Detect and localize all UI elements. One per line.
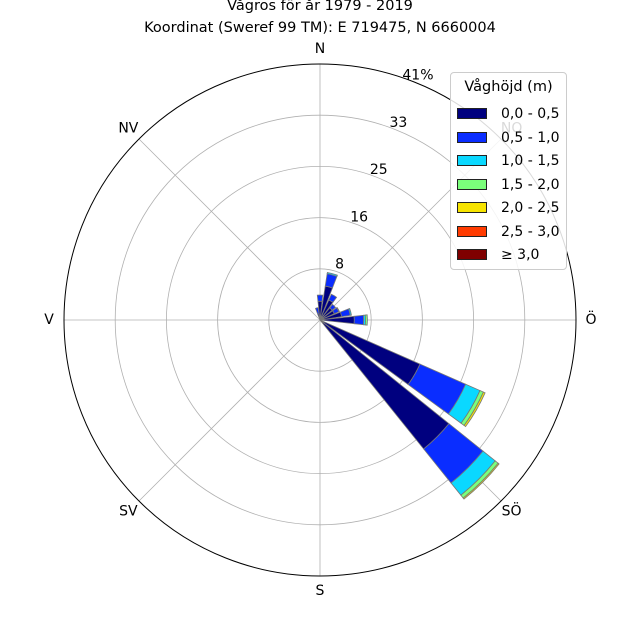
rose-bar-segment [336, 306, 340, 313]
legend-swatch [457, 131, 487, 143]
legend-item: 2,5 - 3,0 [457, 223, 565, 241]
rose-bar-segment [364, 314, 368, 326]
legend-label: 2,5 - 3,0 [501, 223, 560, 240]
legend-label: ≥ 3,0 [501, 247, 540, 263]
radial-tick-label: 16 [350, 209, 368, 225]
direction-label: SÖ [502, 502, 522, 520]
grid-spoke [138, 138, 321, 321]
rose-bar-segment [314, 307, 320, 315]
grid-ring [268, 268, 372, 372]
rose-bar-segment [326, 272, 338, 277]
direction-label: Ö [585, 310, 596, 328]
legend-item: 1,0 - 1,5 [457, 152, 565, 170]
legend-swatch [457, 225, 487, 237]
legend-label: 1,5 - 2,0 [501, 176, 560, 193]
legend-item: 1,5 - 2,0 [457, 176, 565, 194]
legend-swatch [457, 202, 487, 213]
legend-item: 2,0 - 2,5 [457, 199, 565, 217]
rose-bar-segment [348, 307, 352, 316]
polar-frame [63, 63, 577, 577]
legend-swatch [457, 249, 487, 260]
direction-label: NV [118, 120, 138, 136]
grid-spoke [138, 319, 321, 502]
legend-swatch [457, 155, 487, 166]
legend-item: 0,5 - 1,0 [457, 129, 565, 147]
rose-bar-segment [353, 314, 365, 326]
legend-label: 0,5 - 1,0 [501, 129, 560, 146]
legend-swatch [457, 178, 487, 190]
legend-label: 0,0 - 0,5 [501, 106, 560, 122]
radial-tick-label: 41% [402, 67, 433, 83]
rose-bar-segment [316, 294, 324, 302]
radial-tick-label: 25 [370, 162, 388, 178]
legend-item: 0,0 - 0,5 [457, 105, 565, 123]
rose-bar-segment [463, 391, 486, 428]
rose-bar-segment [462, 462, 500, 500]
radial-tick-label: 8 [335, 257, 344, 273]
grid-ring [165, 165, 475, 475]
grid-ring [217, 217, 423, 423]
legend-label: 1,0 - 1,5 [501, 153, 560, 169]
legend-title: Våghöjd (m) [464, 79, 553, 95]
legend-swatch [457, 108, 487, 119]
chart-title: Vågros för år 1979 - 2019 [227, 0, 413, 14]
rose-bars [314, 272, 500, 500]
rose-bar-segment [329, 303, 337, 311]
legend-item: ≥ 3,0 [457, 246, 565, 264]
legend-label: 2,0 - 2,5 [501, 200, 560, 216]
radial-tick-label: 33 [389, 115, 407, 131]
direction-label: SV [119, 504, 138, 520]
direction-label: V [44, 312, 54, 328]
legend: Våghöjd (m) 0,0 - 0,5 0,5 - 1,0 1,0 - 1,5 1… [450, 72, 567, 270]
direction-label: S [316, 583, 325, 599]
rose-bar-segment [328, 293, 338, 303]
direction-label: N [315, 41, 325, 57]
chart-subtitle: Koordinat (Sweref 99 TM): E 719475, N 66… [144, 20, 496, 36]
grid-ring [114, 114, 526, 526]
